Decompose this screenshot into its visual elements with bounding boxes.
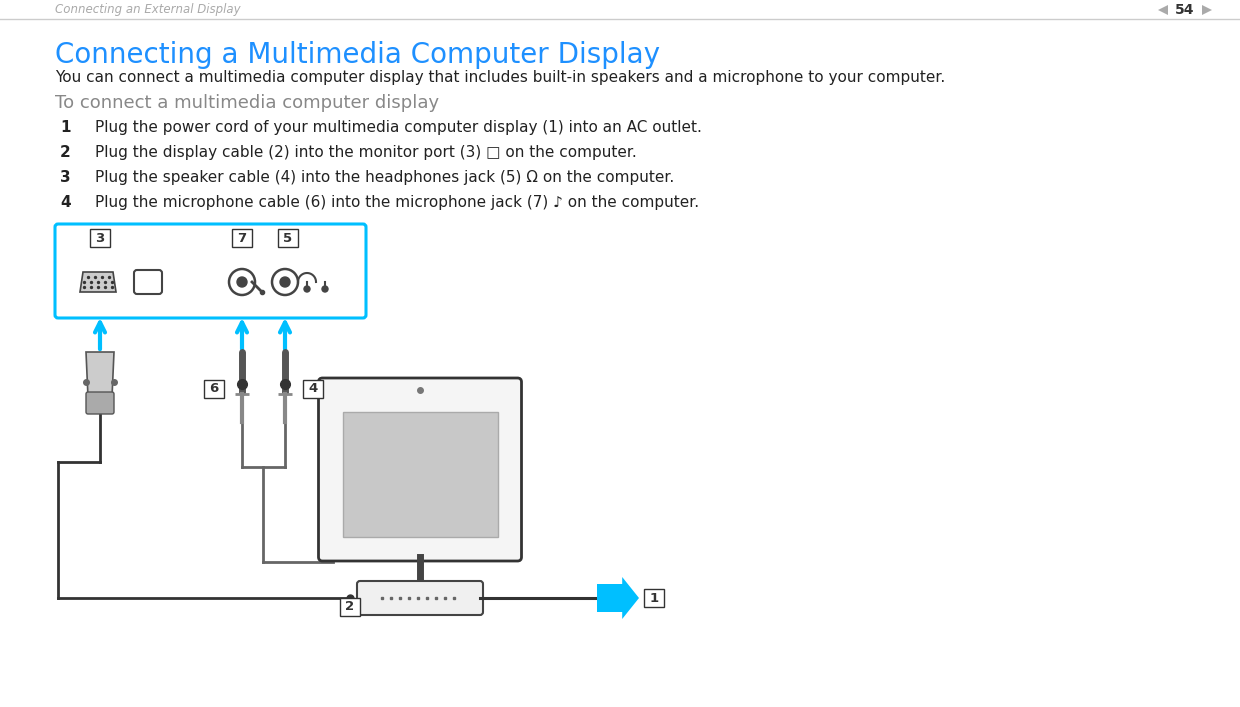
Circle shape: [280, 277, 290, 287]
FancyBboxPatch shape: [55, 224, 366, 318]
Text: 54: 54: [1176, 3, 1195, 17]
Text: 1: 1: [60, 120, 71, 135]
Circle shape: [272, 269, 298, 295]
Text: Plug the microphone cable (6) into the microphone jack (7) ♪ on the computer.: Plug the microphone cable (6) into the m…: [95, 195, 699, 210]
Text: 5: 5: [284, 231, 293, 245]
Polygon shape: [596, 577, 639, 619]
Text: 4: 4: [60, 195, 71, 210]
Circle shape: [237, 277, 247, 287]
Text: Plug the display cable (2) into the monitor port (3) □ on the computer.: Plug the display cable (2) into the moni…: [95, 145, 637, 160]
Polygon shape: [81, 272, 117, 292]
Text: To connect a multimedia computer display: To connect a multimedia computer display: [55, 94, 439, 112]
Text: 3: 3: [95, 231, 104, 245]
Polygon shape: [1158, 5, 1168, 15]
FancyBboxPatch shape: [357, 581, 484, 615]
Bar: [303, 380, 322, 398]
Text: 2: 2: [346, 600, 355, 614]
Text: 6: 6: [210, 382, 218, 395]
Text: You can connect a multimedia computer display that includes built-in speakers an: You can connect a multimedia computer di…: [55, 70, 945, 85]
Text: Plug the power cord of your multimedia computer display (1) into an AC outlet.: Plug the power cord of your multimedia c…: [95, 120, 702, 135]
Bar: [91, 229, 110, 247]
Circle shape: [322, 286, 329, 292]
Text: 3: 3: [60, 170, 71, 185]
Text: 1: 1: [650, 592, 658, 604]
FancyBboxPatch shape: [134, 270, 162, 294]
Bar: [644, 589, 663, 607]
Text: 4: 4: [309, 382, 317, 395]
Text: 2: 2: [60, 145, 71, 160]
Bar: [342, 412, 497, 537]
FancyBboxPatch shape: [86, 392, 114, 414]
Bar: [232, 229, 252, 247]
Polygon shape: [86, 352, 114, 397]
Circle shape: [304, 286, 310, 292]
Bar: [205, 380, 224, 398]
Text: Plug the speaker cable (4) into the headphones jack (5) Ω on the computer.: Plug the speaker cable (4) into the head…: [95, 170, 675, 185]
Circle shape: [229, 269, 255, 295]
FancyBboxPatch shape: [319, 378, 522, 561]
Text: Connecting a Multimedia Computer Display: Connecting a Multimedia Computer Display: [55, 41, 660, 69]
Polygon shape: [1202, 5, 1211, 15]
Text: 7: 7: [237, 231, 247, 245]
Bar: [278, 229, 298, 247]
Bar: [340, 598, 360, 616]
Text: Connecting an External Display: Connecting an External Display: [55, 4, 241, 16]
